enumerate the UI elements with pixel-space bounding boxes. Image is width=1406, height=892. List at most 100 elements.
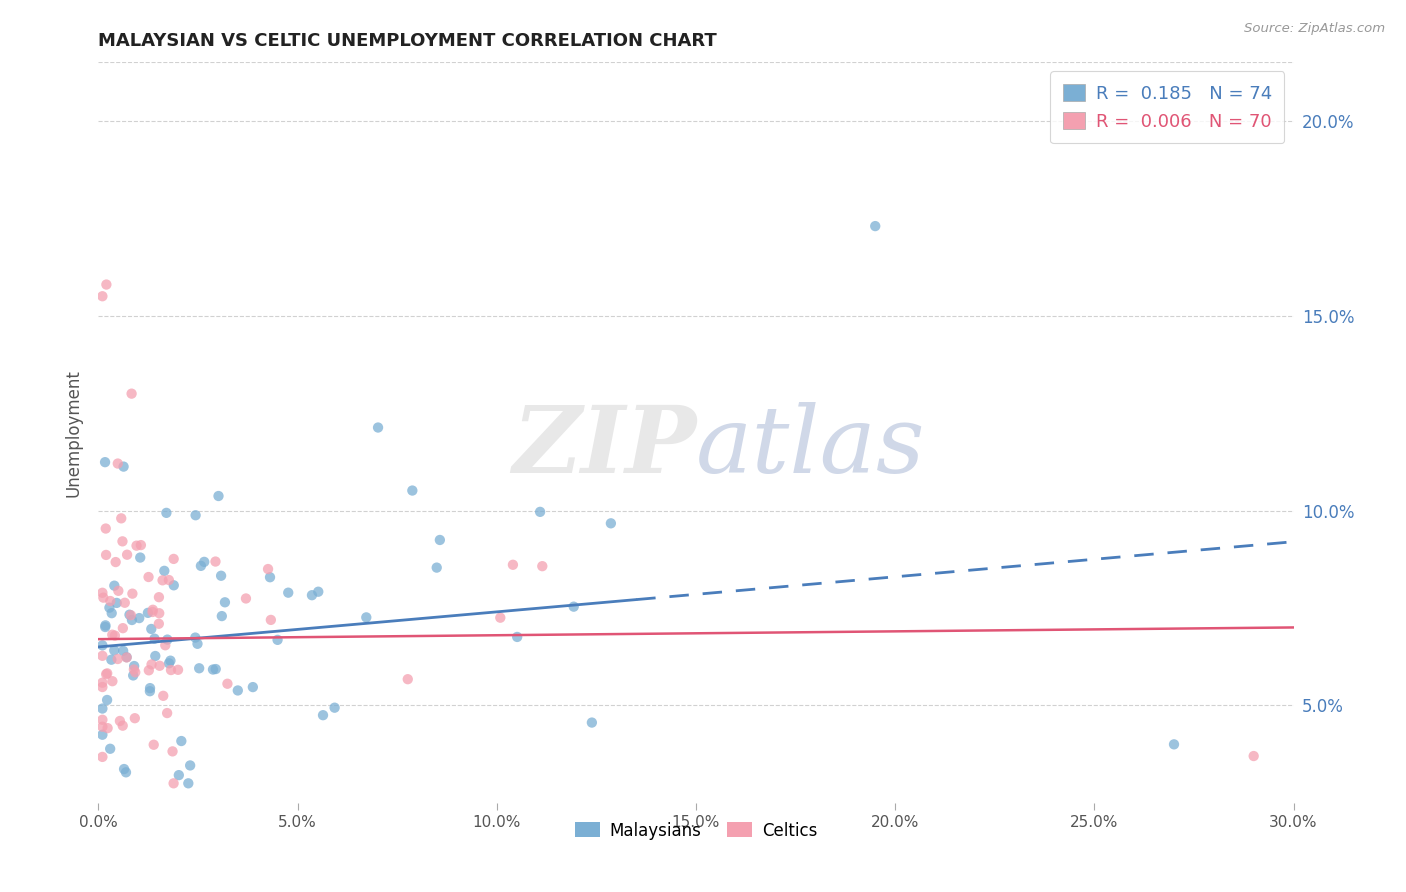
Point: [125, 539, 148, 553]
Point: [426, 560, 449, 574]
Point: [91, 728, 114, 742]
Point: [124, 711, 146, 725]
Point: [124, 665, 146, 680]
Point: [259, 570, 281, 584]
Point: [115, 548, 138, 562]
Point: [162, 776, 184, 790]
Point: [115, 650, 138, 665]
Point: [323, 700, 346, 714]
Point: [94, 620, 117, 634]
Point: [129, 550, 152, 565]
Point: [91, 750, 114, 764]
Point: [112, 644, 135, 658]
Point: [139, 681, 162, 695]
Point: [91, 713, 114, 727]
Point: [160, 663, 183, 677]
Point: [242, 680, 264, 694]
Point: [94, 455, 117, 469]
Point: [120, 608, 142, 623]
Point: [257, 562, 280, 576]
Point: [193, 555, 215, 569]
Point: [143, 648, 166, 663]
Point: [91, 701, 114, 715]
Point: [865, 219, 887, 233]
Point: [98, 594, 121, 608]
Text: atlas: atlas: [696, 402, 925, 492]
Point: [110, 511, 132, 525]
Point: [209, 568, 232, 582]
Text: Source: ZipAtlas.com: Source: ZipAtlas.com: [1244, 22, 1385, 36]
Point: [108, 714, 131, 728]
Point: [429, 533, 451, 547]
Point: [502, 558, 524, 572]
Point: [141, 622, 163, 636]
Point: [91, 289, 114, 303]
Point: [105, 596, 128, 610]
Point: [141, 605, 163, 619]
Point: [201, 663, 224, 677]
Point: [115, 765, 138, 780]
Point: [142, 738, 165, 752]
Text: MALAYSIAN VS CELTIC UNEMPLOYMENT CORRELATION CHART: MALAYSIAN VS CELTIC UNEMPLOYMENT CORRELA…: [98, 32, 717, 50]
Point: [356, 610, 378, 624]
Point: [155, 506, 177, 520]
Point: [104, 629, 127, 643]
Point: [152, 689, 174, 703]
Legend: Malaysians, Celtics: Malaysians, Celtics: [568, 815, 824, 847]
Point: [235, 591, 257, 606]
Point: [506, 630, 529, 644]
Point: [529, 505, 551, 519]
Point: [599, 516, 621, 531]
Point: [128, 611, 150, 625]
Point: [122, 668, 145, 682]
Point: [1243, 749, 1265, 764]
Point: [138, 570, 160, 584]
Point: [401, 483, 423, 498]
Point: [153, 564, 176, 578]
Point: [129, 538, 152, 552]
Point: [531, 559, 554, 574]
Point: [177, 776, 200, 790]
Point: [94, 548, 117, 562]
Point: [103, 643, 125, 657]
Point: [136, 606, 159, 620]
Point: [211, 609, 233, 624]
Point: [93, 591, 115, 605]
Point: [489, 610, 512, 624]
Y-axis label: Unemployment: Unemployment: [65, 368, 83, 497]
Point: [100, 653, 122, 667]
Point: [204, 662, 226, 676]
Point: [562, 599, 585, 614]
Point: [148, 606, 170, 620]
Point: [226, 683, 249, 698]
Point: [188, 661, 211, 675]
Point: [112, 762, 135, 776]
Point: [141, 657, 163, 672]
Point: [118, 607, 141, 622]
Point: [138, 663, 160, 677]
Point: [167, 768, 190, 782]
Point: [122, 659, 145, 673]
Point: [170, 734, 193, 748]
Point: [107, 652, 129, 666]
Point: [581, 715, 603, 730]
Point: [155, 638, 177, 652]
Point: [204, 555, 226, 569]
Point: [101, 674, 124, 689]
Point: [94, 618, 117, 632]
Point: [163, 552, 186, 566]
Point: [96, 277, 118, 292]
Point: [111, 719, 134, 733]
Point: [91, 720, 114, 734]
Point: [142, 603, 165, 617]
Point: [94, 667, 117, 681]
Point: [149, 658, 172, 673]
Point: [98, 600, 121, 615]
Point: [91, 648, 114, 663]
Point: [163, 578, 186, 592]
Point: [121, 386, 143, 401]
Point: [115, 650, 138, 665]
Point: [307, 584, 329, 599]
Point: [107, 583, 129, 598]
Point: [111, 621, 134, 635]
